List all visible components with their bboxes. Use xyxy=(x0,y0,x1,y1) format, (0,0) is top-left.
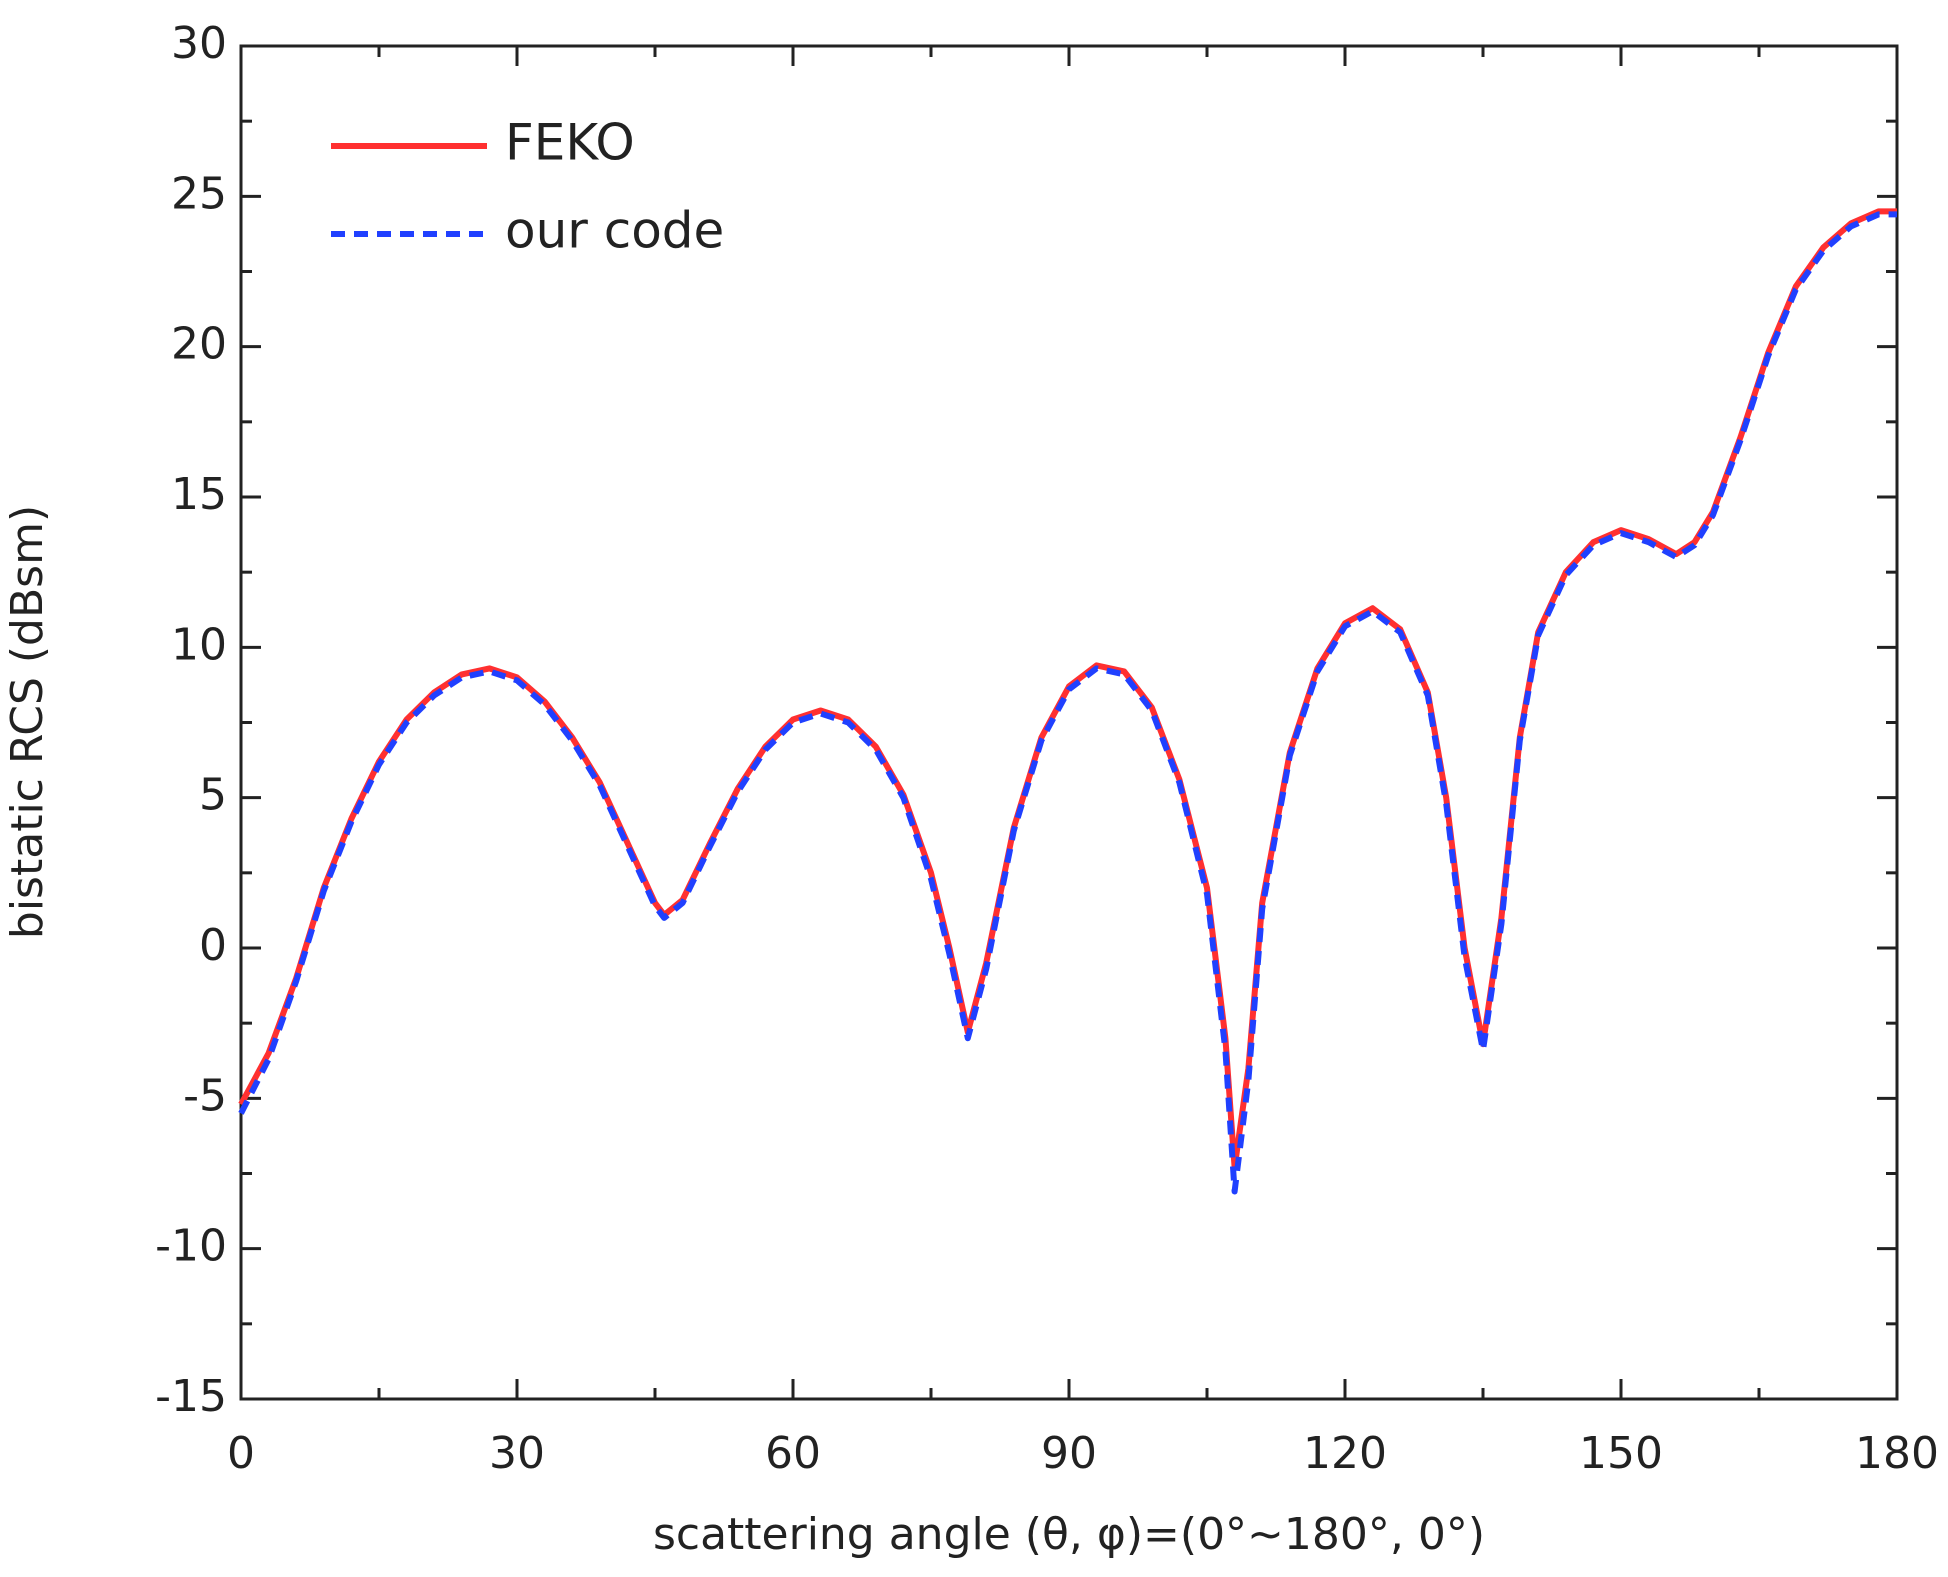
legend-label: our code xyxy=(505,202,724,260)
x-axis-label: scattering angle (θ, φ)=(0°~180°, 0°) xyxy=(653,1509,1485,1560)
y-axis-label: bistatic RCS (dBsm) xyxy=(2,505,53,939)
y-tick-label: 25 xyxy=(171,168,227,219)
y-tick-label: -10 xyxy=(155,1221,227,1272)
y-tick-label: 30 xyxy=(171,18,227,69)
y-tick-label: 10 xyxy=(171,619,227,670)
y-tick-label: 5 xyxy=(199,770,227,821)
x-tick-label: 120 xyxy=(1303,1428,1387,1479)
x-tick-label: 60 xyxy=(765,1428,821,1479)
y-tick-label: 15 xyxy=(171,469,227,520)
x-tick-label: 0 xyxy=(227,1428,255,1479)
x-tick-label: 30 xyxy=(489,1428,545,1479)
series-line xyxy=(238,211,1897,1195)
plot-frame xyxy=(239,44,1899,1401)
x-tick-label: 90 xyxy=(1041,1428,1097,1479)
y-tick-label: -15 xyxy=(155,1371,227,1422)
y-tick-label: 20 xyxy=(171,319,227,370)
y-tick-label: 0 xyxy=(199,920,227,971)
legend-label: FEKO xyxy=(505,114,635,172)
y-tick-label: -5 xyxy=(183,1070,227,1121)
x-tick-label: 150 xyxy=(1579,1428,1663,1479)
x-tick-label: 180 xyxy=(1855,1428,1939,1479)
